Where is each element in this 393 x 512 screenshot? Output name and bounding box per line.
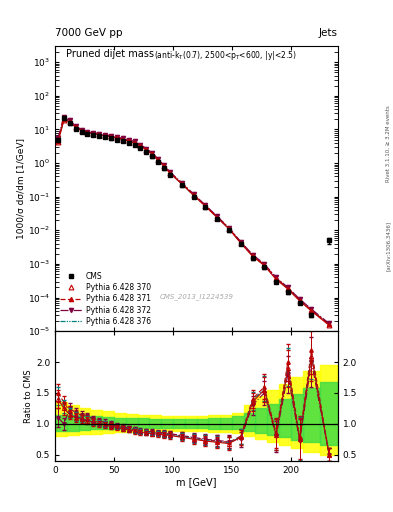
Text: Rivet 3.1.10, ≥ 3.2M events: Rivet 3.1.10, ≥ 3.2M events	[386, 105, 391, 182]
X-axis label: m [GeV]: m [GeV]	[176, 477, 217, 487]
Text: Pruned dijet mass: Pruned dijet mass	[66, 49, 154, 59]
Text: [arXiv:1306.3436]: [arXiv:1306.3436]	[386, 221, 391, 271]
Text: Jets: Jets	[319, 28, 338, 38]
Text: (anti-k$_{\rm T}$(0.7), 2500<p$_{\rm T}$<600, |y|<2.5): (anti-k$_{\rm T}$(0.7), 2500<p$_{\rm T}$…	[154, 49, 297, 62]
Text: CMS_2013_I1224539: CMS_2013_I1224539	[160, 293, 233, 301]
Text: 7000 GeV pp: 7000 GeV pp	[55, 28, 123, 38]
Y-axis label: Ratio to CMS: Ratio to CMS	[24, 369, 33, 423]
Y-axis label: 1000/σ dσ/dm [1/GeV]: 1000/σ dσ/dm [1/GeV]	[16, 138, 25, 239]
Legend: CMS, Pythia 6.428 370, Pythia 6.428 371, Pythia 6.428 372, Pythia 6.428 376: CMS, Pythia 6.428 370, Pythia 6.428 371,…	[59, 270, 152, 327]
